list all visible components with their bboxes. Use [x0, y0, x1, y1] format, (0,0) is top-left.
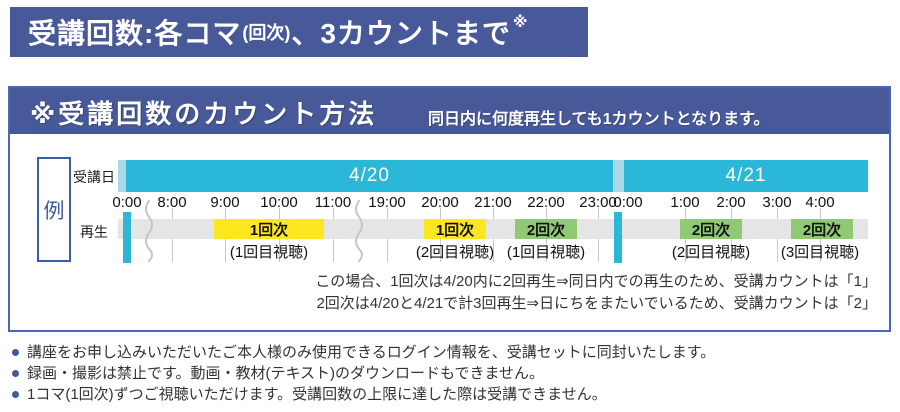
playback-block: 2回次: [515, 219, 577, 239]
note-text: 講座をお申し込みいただいたご本人様のみ使用できるログイン情報を、受講セットに同封…: [27, 344, 716, 361]
explanation-line-1: この場合、1回次は4/20内に2回再生⇒同日内での再生のため、受講カウントは「1…: [315, 273, 877, 290]
count-method-title: ※受講回数のカウント方法: [30, 99, 378, 129]
time-tick: 11:00: [314, 194, 352, 211]
playback-block-sub: (2回目視聴): [415, 244, 495, 261]
time-break-squiggle: [145, 200, 153, 262]
day-bar-421-label: 4/21: [725, 165, 767, 186]
time-tick: 10:00: [260, 194, 298, 211]
playback-block-sub: (1回目視聴): [229, 244, 309, 261]
time-break-squiggle: [355, 200, 363, 262]
explanation: この場合、1回次は4/20内に2回再生⇒同日内での再生のため、受講カウントは「1…: [315, 271, 877, 315]
note-text: 録画・撮影は禁止です。動画・教材(テキスト)のダウンロードもできません。: [27, 365, 544, 382]
playback-block-label: 1回次: [435, 221, 475, 239]
playback-block: 2回次: [791, 219, 853, 239]
playback-block-label: 1回次: [249, 221, 289, 239]
day-bar-420-start-cap: [118, 160, 126, 192]
time-tick: 4:00: [805, 194, 835, 211]
course-count-banner: 受講回数:各コマ (回次) 、3カウントまで ※: [10, 7, 588, 57]
playback-block: 1回次: [424, 219, 486, 239]
playback-block-sub: (1回目視聴): [506, 244, 586, 261]
playback-block-label: 2回次: [526, 221, 566, 239]
playback-block: 1回次: [214, 219, 324, 239]
example-label-box: 例: [37, 157, 71, 262]
time-tick: 8:00: [157, 194, 187, 211]
playback-block-sub: (2回目視聴): [671, 244, 751, 261]
banner-text-main: 受講回数:各コマ: [28, 18, 242, 49]
banner-text-paren: (回次): [242, 23, 291, 43]
day-bar-420: 4/20: [126, 160, 613, 192]
bullet-icon: [12, 370, 19, 377]
count-method-subtitle: 同日内に何度再生しても1カウントとなります。: [428, 111, 770, 128]
banner-text-tail: 、3カウントまで: [291, 18, 511, 49]
day-bar-421: 4/21: [624, 160, 868, 192]
time-tick: 22:00: [527, 194, 565, 211]
note-item: 講座をお申し込みいただいたご本人様のみ使用できるログイン情報を、受講セットに同封…: [10, 343, 715, 364]
day-bar-420-label: 4/20: [349, 165, 390, 186]
day-bar-421-start-cap: [613, 160, 624, 192]
time-tick: 20:00: [421, 194, 459, 211]
time-tick: 23:00: [579, 194, 617, 211]
bullet-icon: [12, 349, 19, 356]
note-text: 1コマ(1回次)ずつご視聴いただけます。受講回数の上限に達した際は受講できません…: [27, 386, 607, 403]
time-tick: 2:00: [716, 194, 746, 211]
time-tick: 1:00: [670, 194, 700, 211]
midnight-marker: [614, 212, 622, 263]
time-tick: 0:00: [613, 194, 643, 211]
playback-block-label: 2回次: [802, 221, 842, 239]
time-tick: 0:00: [112, 194, 142, 211]
notes-list: 講座をお申し込みいただいたご本人様のみ使用できるログイン情報を、受講セットに同封…: [10, 343, 715, 406]
bullet-icon: [12, 391, 19, 398]
day-row-label: 受講日: [73, 169, 115, 185]
playback-block-sub: (3回目視聴): [780, 244, 860, 261]
playback-block: 2回次: [680, 219, 742, 239]
count-method-header-band: [10, 88, 889, 134]
note-item: 1コマ(1回次)ずつご視聴いただけます。受講回数の上限に達した際は受講できません…: [10, 385, 715, 406]
example-label: 例: [43, 199, 65, 223]
banner-note-asterisk: ※: [512, 14, 528, 31]
time-tick: 19:00: [368, 194, 406, 211]
time-tick: 21:00: [474, 194, 512, 211]
time-tick: 3:00: [762, 194, 792, 211]
midnight-marker: [123, 212, 131, 263]
note-item: 録画・撮影は禁止です。動画・教材(テキスト)のダウンロードもできません。: [10, 364, 715, 385]
play-row-label: 再生: [80, 224, 108, 240]
time-tick: 9:00: [210, 194, 240, 211]
playback-block-label: 2回次: [691, 221, 731, 239]
explanation-line-2: 2回次は4/20と4/21で計3回再生⇒日にちをまたいでいるため、受講カウントは…: [316, 295, 877, 312]
